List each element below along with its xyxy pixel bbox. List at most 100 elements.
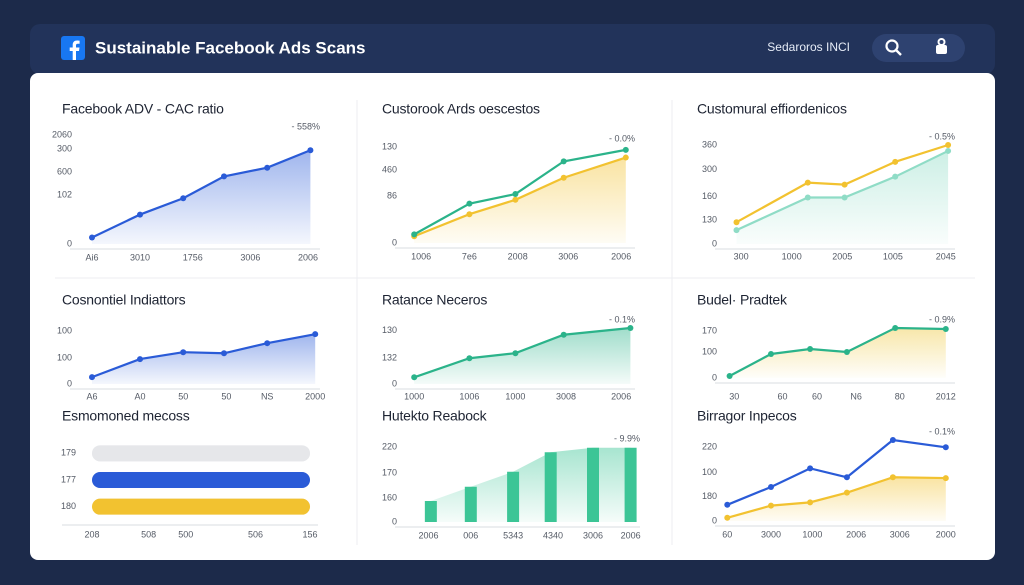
y-tick-label: 177 <box>61 474 76 484</box>
point <box>768 351 774 357</box>
point <box>627 325 634 331</box>
y-tick-label: 0 <box>67 378 72 388</box>
x-tick-label: 3006 <box>558 251 578 261</box>
account-name[interactable]: Sedaroros INCI <box>767 40 850 54</box>
area <box>430 447 631 522</box>
x-tick-label: 2045 <box>936 251 956 261</box>
x-tick-label: A6 <box>86 391 97 401</box>
point <box>843 349 850 355</box>
point <box>264 340 271 347</box>
panel-title: Birragor Inpecos <box>697 408 797 424</box>
x-tick-label: 60 <box>812 391 822 401</box>
point <box>312 331 319 338</box>
y-tick-label: 0 <box>67 238 72 248</box>
y-tick-label: 130 <box>702 215 717 225</box>
point <box>843 489 850 496</box>
bar <box>544 452 557 522</box>
point <box>411 374 418 381</box>
annotation: - 9.9% <box>614 433 640 443</box>
user-icon-head <box>937 38 946 46</box>
x-tick-label: 2006 <box>611 391 631 401</box>
bar <box>507 471 520 522</box>
point <box>512 350 519 357</box>
x-tick-label: 2006 <box>298 252 318 262</box>
x-tick-label: 60 <box>722 529 732 539</box>
facebook-f <box>69 40 80 60</box>
x-tick-label: 3006 <box>890 529 910 539</box>
y-tick-label: 160 <box>702 191 717 201</box>
y-tick-label: 130 <box>382 325 397 335</box>
area <box>727 477 946 521</box>
point <box>512 196 519 203</box>
y-tick-label: 170 <box>382 468 397 478</box>
point <box>841 181 848 188</box>
x-tick-label: 60 <box>777 391 787 401</box>
y-tick-label: 220 <box>702 442 717 452</box>
point <box>945 147 952 154</box>
point <box>466 211 473 218</box>
bar <box>464 486 477 522</box>
annotation: - 0.0% <box>609 133 635 143</box>
y-tick-label: 100 <box>57 325 72 335</box>
panel-title: Ratance Neceros <box>382 292 487 308</box>
y-tick-label: 179 <box>61 448 76 458</box>
point <box>807 465 814 472</box>
panel-title: Facebook ADV - CAC ratio <box>62 101 224 117</box>
user-icon[interactable] <box>936 45 947 54</box>
bar <box>92 445 310 462</box>
point <box>466 355 473 362</box>
annotation: - 0.5% <box>929 131 955 141</box>
x-tick-label: 2012 <box>936 391 956 401</box>
point <box>512 191 519 198</box>
y-tick-label: 86 <box>387 190 397 200</box>
x-tick-label: 2006 <box>418 530 438 540</box>
app-title: Sustainable Facebook Ads Scans <box>95 38 366 57</box>
x-tick-label: 2008 <box>508 251 528 261</box>
area <box>729 328 946 378</box>
y-tick-label: 132 <box>382 353 397 363</box>
point <box>307 147 314 154</box>
x-tick-label: 1000 <box>404 391 424 401</box>
point <box>264 164 271 171</box>
y-tick-label: 0 <box>712 238 717 248</box>
x-tick-label: 3006 <box>240 252 260 262</box>
point <box>841 194 848 201</box>
y-tick-label: 0 <box>392 378 397 388</box>
search-icon[interactable] <box>885 39 899 53</box>
point <box>892 173 899 180</box>
y-tick-label: 100 <box>57 352 72 362</box>
y-tick-label: 100 <box>702 346 717 356</box>
point <box>622 154 629 161</box>
point <box>889 474 896 481</box>
point <box>724 514 731 521</box>
point <box>733 219 740 226</box>
point <box>560 331 567 338</box>
point <box>804 179 811 186</box>
point <box>843 474 850 481</box>
panel-title: Budel· Pradtek <box>697 292 788 308</box>
line <box>729 326 946 377</box>
area <box>414 328 631 384</box>
line <box>91 149 311 239</box>
point <box>942 475 949 482</box>
y-tick-label: 0 <box>392 237 397 247</box>
x-tick-label: 1005 <box>883 251 903 261</box>
x-tick-label: 2000 <box>936 529 956 539</box>
y-tick-label: 360 <box>702 139 717 149</box>
line <box>91 333 316 379</box>
x-tick-label: 1756 <box>183 252 203 262</box>
x-tick-label: 50 <box>221 391 231 401</box>
x-tick-label: 2005 <box>832 251 852 261</box>
x-tick-label: 1006 <box>459 391 479 401</box>
point <box>892 158 899 165</box>
y-tick-label: 460 <box>382 164 397 174</box>
y-tick-label: 600 <box>57 166 72 176</box>
x-tick-label: NS <box>261 391 274 401</box>
bar <box>587 447 599 522</box>
point <box>724 501 731 508</box>
y-tick-label: 220 <box>382 441 397 451</box>
point <box>180 349 187 356</box>
x-tick-label: 5343 <box>503 530 523 540</box>
y-tick-label: 0 <box>392 516 397 526</box>
x-tick-label: 006 <box>463 530 478 540</box>
